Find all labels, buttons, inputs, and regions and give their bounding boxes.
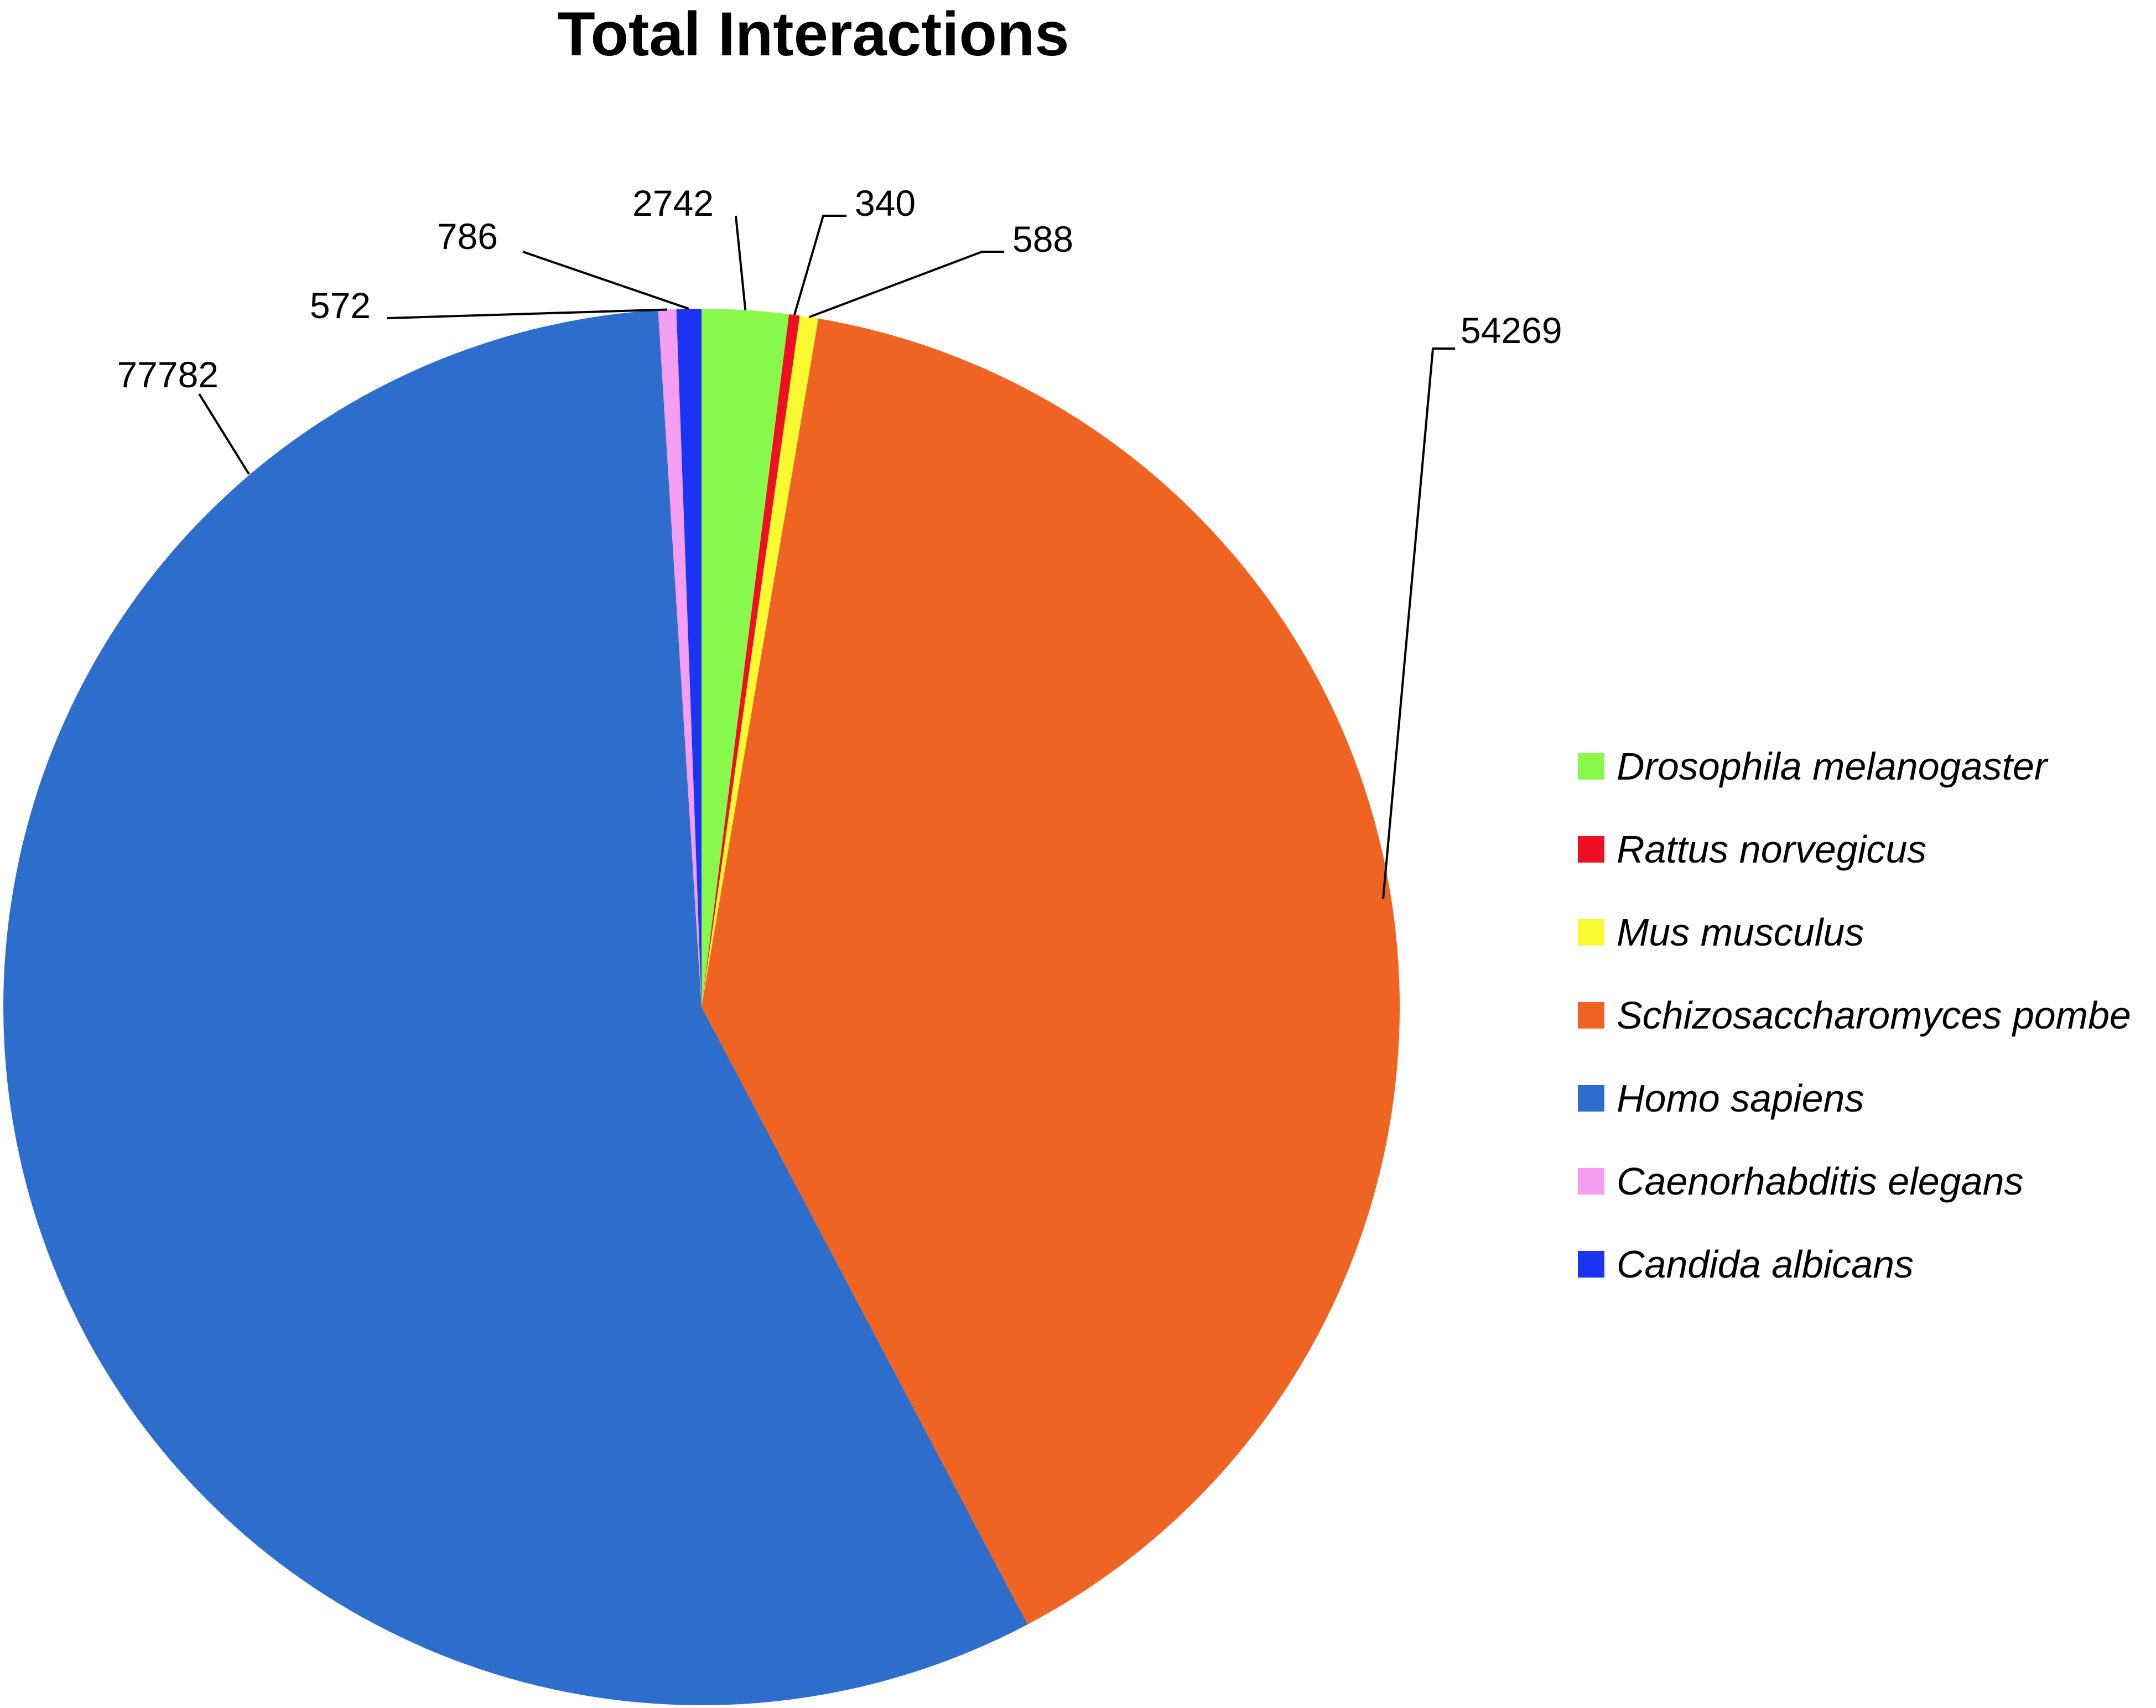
data-label-rattus-norvegicus: 340 — [855, 183, 916, 224]
leader-line-caenorhabditis-elegans — [387, 308, 668, 319]
legend-label-drosophila-melanogaster: Drosophila melanogaster — [1617, 745, 2049, 788]
legend-swatch-drosophila-melanogaster — [1578, 753, 1604, 780]
pie-slice-homo-sapiens — [3, 310, 1028, 1705]
data-label-drosophila-melanogaster: 2742 — [632, 183, 714, 224]
legend-label-caenorhabditis-elegans: Caenorhabditis elegans — [1617, 1160, 2024, 1203]
legend-swatch-rattus-norvegicus — [1578, 836, 1604, 863]
data-label-caenorhabditis-elegans: 572 — [310, 285, 371, 326]
legend-swatch-mus-musculus — [1578, 919, 1604, 946]
chart-title: Total Interactions — [557, 0, 1069, 69]
leader-lines — [198, 215, 1455, 900]
pie-slice-caenorhabditis-elegans — [658, 309, 702, 1007]
data-labels: 2742 340 588 54269 77782 572 786 — [117, 183, 1562, 395]
legend-swatch-caenorhabditis-elegans — [1578, 1168, 1604, 1195]
legend-label-schizosaccharomyces-pombe: Schizosaccharomyces pombe — [1617, 994, 2131, 1037]
legend-swatch-candida-albicans — [1578, 1251, 1604, 1278]
pie-slice-candida-albicans — [676, 309, 702, 1007]
leader-line-schizosaccharomyces-pombe — [1382, 347, 1455, 900]
pie-slice-schizosaccharomyces-pombe — [702, 318, 1400, 1624]
leader-line-drosophila-melanogaster — [735, 215, 747, 310]
legend-label-candida-albicans: Candida albicans — [1617, 1243, 1914, 1286]
legend-label-mus-musculus: Mus musculus — [1617, 911, 1864, 954]
pie-slice-mus-musculus — [702, 315, 819, 1007]
leader-line-homo-sapiens — [198, 393, 250, 475]
data-label-candida-albicans: 786 — [437, 216, 498, 257]
leader-line-rattus-norvegicus — [793, 215, 846, 315]
leader-line-candida-albicans — [522, 251, 689, 310]
legend-swatch-homo-sapiens — [1578, 1085, 1604, 1112]
pie-slices — [3, 309, 1400, 1705]
data-label-mus-musculus: 588 — [1012, 219, 1073, 259]
legend: Drosophila melanogaster Rattus norvegicus… — [1578, 745, 2131, 1286]
legend-label-rattus-norvegicus: Rattus norvegicus — [1617, 828, 1926, 871]
legend-label-homo-sapiens: Homo sapiens — [1617, 1077, 1864, 1120]
data-label-homo-sapiens: 77782 — [117, 354, 219, 395]
data-label-schizosaccharomyces-pombe: 54269 — [1461, 310, 1562, 351]
pie-slice-drosophila-melanogaster — [702, 309, 789, 1007]
pie-slice-rattus-norvegicus — [702, 314, 800, 1008]
legend-swatch-schizosaccharomyces-pombe — [1578, 1002, 1604, 1029]
leader-line-mus-musculus — [808, 251, 1004, 318]
